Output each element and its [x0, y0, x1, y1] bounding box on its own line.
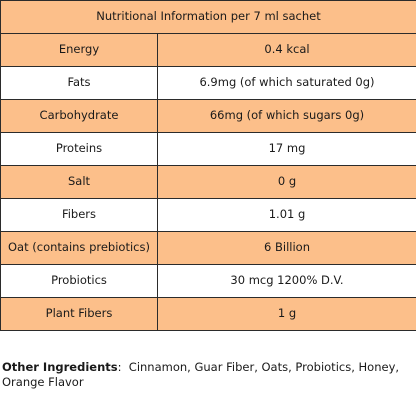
table-row: Fats 6.9mg (of which saturated 0g) — [0, 66, 416, 100]
nutrient-name: Energy — [0, 33, 158, 67]
nutrient-name: Fibers — [0, 198, 158, 232]
nutrient-value: 17 mg — [157, 132, 416, 166]
nutrient-name: Oat (contains prebiotics) — [0, 231, 158, 265]
other-ingredients-separator: : — [117, 360, 129, 374]
nutrient-name: Probiotics — [0, 264, 158, 298]
nutrient-name: Proteins — [0, 132, 158, 166]
nutrient-value: 66mg (of which sugars 0g) — [157, 99, 416, 133]
table-row: Plant Fibers 1 g — [0, 297, 416, 331]
table-row: Carbohydrate 66mg (of which sugars 0g) — [0, 99, 416, 133]
table-row: Energy 0.4 kcal — [0, 33, 416, 67]
table-row: Salt 0 g — [0, 165, 416, 199]
table-row: Proteins 17 mg — [0, 132, 416, 166]
table-row: Fibers 1.01 g — [0, 198, 416, 232]
nutrient-name: Carbohydrate — [0, 99, 158, 133]
table-header-row: Nutritional Information per 7 ml sachet — [0, 0, 416, 34]
table-row: Oat (contains prebiotics) 6 Billion — [0, 231, 416, 265]
table-header: Nutritional Information per 7 ml sachet — [0, 0, 416, 34]
nutrient-value: 6 Billion — [157, 231, 416, 265]
nutrient-value: 6.9mg (of which saturated 0g) — [157, 66, 416, 100]
nutrient-value: 0.4 kcal — [157, 33, 416, 67]
nutrient-name: Salt — [0, 165, 158, 199]
nutrient-value: 30 mcg 1200% D.V. — [157, 264, 416, 298]
nutrient-name: Plant Fibers — [0, 297, 158, 331]
other-ingredients-label: Other Ingredients — [2, 360, 118, 374]
other-ingredients: Other Ingredients: Cinnamon, Guar Fiber,… — [2, 360, 412, 390]
other-ingredients-text: Cinnamon, Guar Fiber, Oats, Probiotics, … — [2, 360, 400, 389]
table-row: Probiotics 30 mcg 1200% D.V. — [0, 264, 416, 298]
nutrition-table: Nutritional Information per 7 ml sachet … — [0, 0, 416, 331]
nutrient-value: 1.01 g — [157, 198, 416, 232]
nutrient-value: 1 g — [157, 297, 416, 331]
nutrient-value: 0 g — [157, 165, 416, 199]
nutrient-name: Fats — [0, 66, 158, 100]
